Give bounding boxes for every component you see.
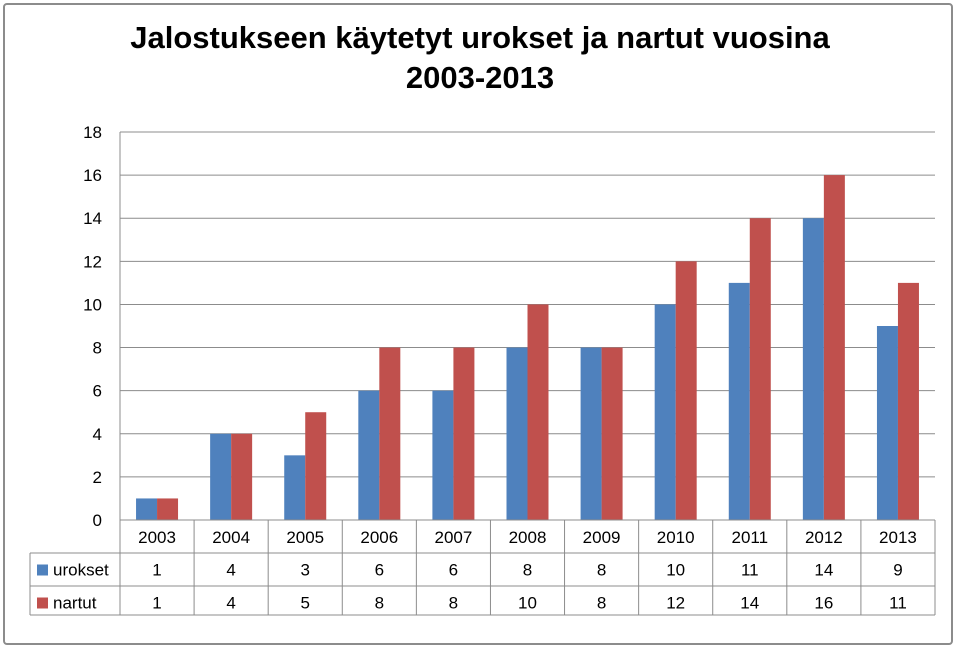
x-tick-label: 2004 bbox=[212, 528, 250, 547]
bar-nartut-2012 bbox=[823, 175, 845, 520]
x-tick-label: 2013 bbox=[879, 528, 917, 547]
chart-title: Jalostukseen käytetyt urokset ja nartut … bbox=[130, 20, 830, 95]
data-label: 12 bbox=[666, 594, 685, 613]
bar-urokset-2008 bbox=[506, 347, 528, 520]
data-label: 6 bbox=[449, 561, 458, 580]
y-tick-label: 16 bbox=[83, 166, 102, 185]
legend-label-nartut: nartut bbox=[53, 594, 97, 613]
bar-nartut-2010 bbox=[675, 261, 697, 520]
bar-nartut-2003 bbox=[157, 498, 179, 520]
x-tick-label: 2003 bbox=[138, 528, 176, 547]
bar-nartut-2008 bbox=[527, 304, 549, 520]
y-tick-label: 18 bbox=[83, 123, 102, 142]
bar-nartut-2007 bbox=[453, 347, 475, 520]
bar-urokset-2006 bbox=[358, 390, 380, 520]
bar-nartut-2005 bbox=[305, 412, 327, 520]
bars bbox=[136, 175, 919, 520]
bar-nartut-2009 bbox=[601, 347, 623, 520]
x-tick-label: 2008 bbox=[509, 528, 547, 547]
bar-urokset-2007 bbox=[432, 390, 454, 520]
y-tick-label: 2 bbox=[93, 468, 102, 487]
data-table: 2003 2004 2005 2006 2007 2008 2009 2010 2011 2012… bbox=[29, 519, 936, 616]
y-axis: 0 2 4 6 8 10 12 14 16 18 bbox=[83, 123, 102, 530]
y-tick-label: 4 bbox=[93, 425, 102, 444]
data-label: 14 bbox=[814, 561, 833, 580]
bar-urokset-2011 bbox=[728, 282, 750, 520]
bar-nartut-2004 bbox=[231, 433, 253, 520]
x-tick-label: 2005 bbox=[286, 528, 324, 547]
data-label: 8 bbox=[449, 594, 458, 613]
bar-urokset-2012 bbox=[802, 218, 824, 520]
data-label: 1 bbox=[152, 594, 161, 613]
legend-swatch-urokset bbox=[37, 564, 48, 576]
x-tick-label: 2010 bbox=[657, 528, 695, 547]
chart-frame bbox=[3, 3, 953, 645]
bar-nartut-2006 bbox=[379, 347, 401, 520]
y-tick-label: 14 bbox=[83, 209, 102, 228]
bar-urokset-2003 bbox=[136, 498, 158, 520]
data-label: 11 bbox=[889, 594, 907, 613]
data-label: 4 bbox=[226, 594, 235, 613]
legend-label-urokset: urokset bbox=[53, 561, 109, 580]
data-label: 8 bbox=[597, 594, 606, 613]
data-label: 10 bbox=[518, 594, 537, 613]
legend-swatch-nartut bbox=[37, 597, 48, 609]
y-tick-label: 10 bbox=[83, 295, 102, 314]
bar-urokset-2005 bbox=[284, 455, 306, 520]
x-tick-label: 2011 bbox=[731, 528, 768, 547]
data-label: 11 bbox=[741, 561, 759, 580]
x-tick-label: 2012 bbox=[805, 528, 843, 547]
data-label: 6 bbox=[375, 561, 384, 580]
y-tick-label: 0 bbox=[93, 511, 102, 530]
bar-nartut-2011 bbox=[749, 218, 771, 520]
bar-urokset-2004 bbox=[210, 433, 232, 520]
bar-nartut-2013 bbox=[897, 282, 919, 520]
data-label: 14 bbox=[740, 594, 759, 613]
data-label: 3 bbox=[300, 561, 309, 580]
data-label: 10 bbox=[666, 561, 685, 580]
data-label: 4 bbox=[226, 561, 235, 580]
x-tick-label: 2007 bbox=[434, 528, 472, 547]
data-label: 8 bbox=[375, 594, 384, 613]
y-tick-label: 8 bbox=[93, 339, 102, 358]
data-label: 8 bbox=[597, 561, 606, 580]
bar-urokset-2013 bbox=[876, 326, 898, 520]
data-label: 16 bbox=[814, 594, 833, 613]
y-tick-label: 12 bbox=[83, 252, 102, 271]
data-label: 9 bbox=[893, 561, 902, 580]
bar-urokset-2010 bbox=[654, 304, 676, 520]
x-tick-label: 2006 bbox=[360, 528, 398, 547]
y-tick-label: 6 bbox=[93, 382, 102, 401]
data-label: 5 bbox=[300, 594, 309, 613]
data-label: 1 bbox=[152, 561, 161, 580]
x-tick-label: 2009 bbox=[583, 528, 621, 547]
data-label: 8 bbox=[523, 561, 532, 580]
bar-urokset-2009 bbox=[580, 347, 602, 520]
